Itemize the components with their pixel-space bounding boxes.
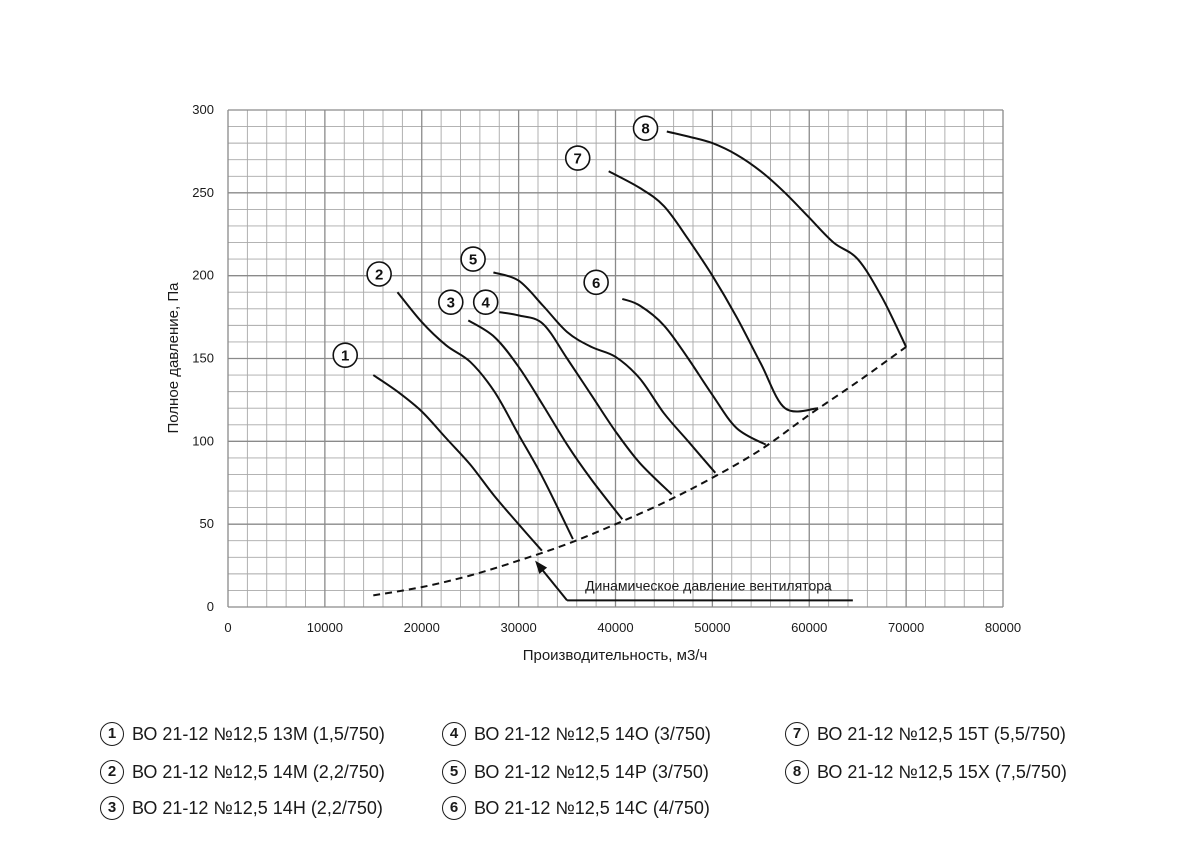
series-line-7 xyxy=(608,170,819,413)
legend-item-6: 6 ВО 21-12 №12,5 14С (4/750) xyxy=(442,796,710,820)
curve-label-circle-1 xyxy=(332,342,359,368)
legend-number-2: 2 xyxy=(100,760,124,784)
y-axis-label: Полное давление, Па xyxy=(165,282,182,434)
legend-number-4: 4 xyxy=(442,722,466,746)
legend-number-6: 6 xyxy=(442,796,466,820)
y-tick-label: 300 xyxy=(192,102,214,117)
x-tick-label: 50000 xyxy=(694,620,730,635)
dynamic-pressure-annotation: Динамическое давление вентилятора xyxy=(585,577,832,593)
x-tick-label: 0 xyxy=(224,620,231,635)
legend-text-7: ВО 21-12 №12,5 15Т (5,5/750) xyxy=(817,723,1066,744)
dynamic-pressure-line xyxy=(373,346,907,597)
legend: 1 ВО 21-12 №12,5 13М (1,5/750) 2 ВО 21-1… xyxy=(100,722,1120,832)
curve-label-circle-6 xyxy=(583,269,609,296)
x-tick-label: 40000 xyxy=(597,620,633,635)
x-axis-ticks: 0 10000 20000 30000 40000 50000 60000 70000 8000… xyxy=(224,620,1021,635)
legend-text-5: ВО 21-12 №12,5 14Р (3/750) xyxy=(474,761,709,782)
y-tick-label: 50 xyxy=(200,516,214,531)
legend-item-8: 8 ВО 21-12 №12,5 15Х (7,5/750) xyxy=(785,760,1067,784)
curve-label-number-3: 3 xyxy=(447,295,455,312)
legend-text-1: ВО 21-12 №12,5 13М (1,5/750) xyxy=(132,723,385,744)
legend-number-3: 3 xyxy=(100,796,124,820)
series-group xyxy=(372,130,908,552)
y-tick-label: 150 xyxy=(192,351,214,366)
y-axis-ticks: 0 50 100 150 200 250 300 xyxy=(192,102,214,614)
legend-item-3: 3 ВО 21-12 №12,5 14Н (2,2/750) xyxy=(100,796,383,820)
curve-labels: 1 2 3 4 5 6 7 8 xyxy=(332,115,659,368)
curve-label-number-8: 8 xyxy=(641,121,649,138)
curve-label-number-7: 7 xyxy=(574,151,582,168)
legend-number-1: 1 xyxy=(100,722,124,746)
dynamic-pressure-curve-group xyxy=(373,346,907,597)
legend-item-2: 2 ВО 21-12 №12,5 14М (2,2/750) xyxy=(100,760,385,784)
legend-text-6: ВО 21-12 №12,5 14С (4/750) xyxy=(474,797,710,818)
curve-label-number-6: 6 xyxy=(592,275,600,292)
legend-number-7: 7 xyxy=(785,722,809,746)
series-line-5 xyxy=(493,271,717,474)
curve-label-circle-8 xyxy=(632,115,659,142)
x-tick-label: 10000 xyxy=(307,620,343,635)
y-tick-label: 0 xyxy=(207,599,214,614)
x-tick-label: 80000 xyxy=(985,620,1021,635)
legend-item-4: 4 ВО 21-12 №12,5 14О (3/750) xyxy=(442,722,711,746)
curve-label-circle-7 xyxy=(564,145,591,171)
x-tick-label: 20000 xyxy=(404,620,440,635)
series-line-1 xyxy=(372,374,543,552)
x-tick-label: 30000 xyxy=(501,620,537,635)
legend-text-4: ВО 21-12 №12,5 14О (3/750) xyxy=(474,723,711,744)
curve-label-circle-3 xyxy=(438,289,464,315)
curve-label-number-2: 2 xyxy=(375,267,383,284)
legend-number-5: 5 xyxy=(442,760,466,784)
legend-item-1: 1 ВО 21-12 №12,5 13М (1,5/750) xyxy=(100,722,385,746)
curve-label-number-1: 1 xyxy=(341,348,349,365)
fan-performance-chart: 0 10000 20000 30000 40000 50000 60000 70000 8000… xyxy=(165,102,1021,664)
legend-text-8: ВО 21-12 №12,5 15Х (7,5/750) xyxy=(817,761,1067,782)
curve-label-number-5: 5 xyxy=(469,252,477,269)
x-axis-label: Производительность, м3/ч xyxy=(523,647,708,664)
y-tick-label: 250 xyxy=(192,185,214,200)
legend-number-8: 8 xyxy=(785,760,809,784)
series-line-2 xyxy=(396,291,574,540)
annotation-group: Динамическое давление вентилятора xyxy=(535,560,853,602)
series-line-8 xyxy=(666,130,908,348)
x-tick-label: 60000 xyxy=(791,620,827,635)
annotation-arrowhead xyxy=(535,560,548,574)
y-tick-label: 100 xyxy=(192,433,214,448)
series-line-3 xyxy=(467,319,624,520)
legend-item-7: 7 ВО 21-12 №12,5 15Т (5,5/750) xyxy=(785,722,1066,746)
curve-label-circle-4 xyxy=(472,289,499,315)
series-line-6 xyxy=(621,297,767,446)
curve-label-circle-5 xyxy=(460,246,486,272)
legend-text-2: ВО 21-12 №12,5 14М (2,2/750) xyxy=(132,761,385,782)
series-line-4 xyxy=(499,311,673,496)
curve-label-circle-2 xyxy=(366,261,392,287)
x-tick-label: 70000 xyxy=(888,620,924,635)
legend-item-5: 5 ВО 21-12 №12,5 14Р (3/750) xyxy=(442,760,709,784)
curve-label-number-4: 4 xyxy=(482,295,491,312)
y-tick-label: 200 xyxy=(192,268,214,283)
legend-text-3: ВО 21-12 №12,5 14Н (2,2/750) xyxy=(132,797,383,818)
